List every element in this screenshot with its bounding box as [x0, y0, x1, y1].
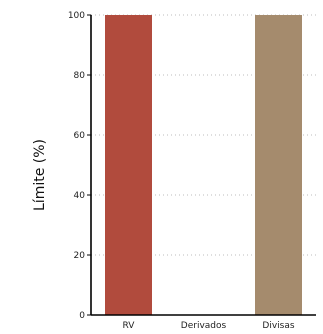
y-axis-title: Límite (%)	[32, 139, 48, 211]
y-tick-label: 80	[74, 71, 86, 81]
x-tick-label: Divisas	[262, 321, 294, 331]
y-tick-label: 60	[74, 131, 86, 141]
y-tick-labels: 0 20 40 60 80 100	[68, 11, 85, 321]
bar-rv	[105, 15, 152, 315]
gridlines	[91, 14, 316, 256]
bars	[105, 15, 302, 315]
x-tick-label: Derivados	[181, 321, 227, 331]
bar-divisas	[255, 15, 302, 315]
y-tick-label: 0	[79, 311, 85, 321]
y-tick-label: 100	[68, 11, 85, 21]
axes	[87, 14, 316, 316]
x-tick-labels: RV Derivados Divisas	[123, 321, 295, 331]
y-tick-label: 20	[74, 251, 86, 261]
y-tick-label: 40	[74, 191, 86, 201]
x-tick-label: RV	[123, 321, 136, 331]
